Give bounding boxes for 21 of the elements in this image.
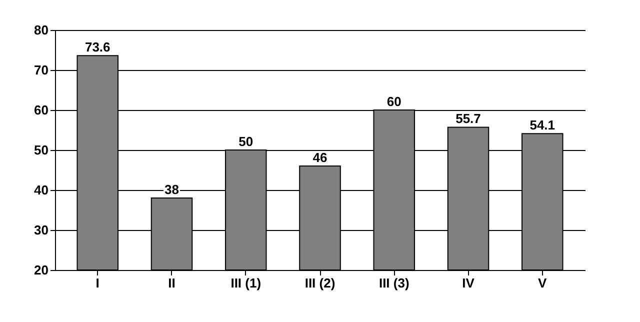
x-tick-label: III (1)	[230, 276, 262, 290]
y-tick-label: 60	[34, 102, 48, 118]
data-label: 60	[386, 94, 402, 109]
y-tick-label: 50	[34, 142, 48, 158]
data-label: 38	[164, 182, 179, 197]
data-label: 54.1	[530, 118, 556, 133]
y-tick-label: 20	[34, 262, 48, 278]
x-tick-label: III (3)	[378, 276, 410, 290]
data-label: 46	[312, 150, 328, 165]
x-tick-label: III (2)	[304, 276, 336, 290]
y-tick-label: 80	[34, 22, 48, 38]
x-tick-label: IV	[462, 276, 475, 290]
data-label: 55.7	[456, 111, 481, 126]
y-tick-label: 70	[34, 62, 48, 78]
y-tick-label: 40	[34, 182, 48, 198]
data-label: 50	[238, 134, 254, 149]
x-tick-label: I	[96, 276, 100, 290]
x-tick-label: II	[168, 276, 176, 290]
data-label: 73.6	[84, 40, 110, 55]
x-tick-label: V	[538, 276, 548, 290]
y-tick-label: 30	[34, 222, 48, 238]
